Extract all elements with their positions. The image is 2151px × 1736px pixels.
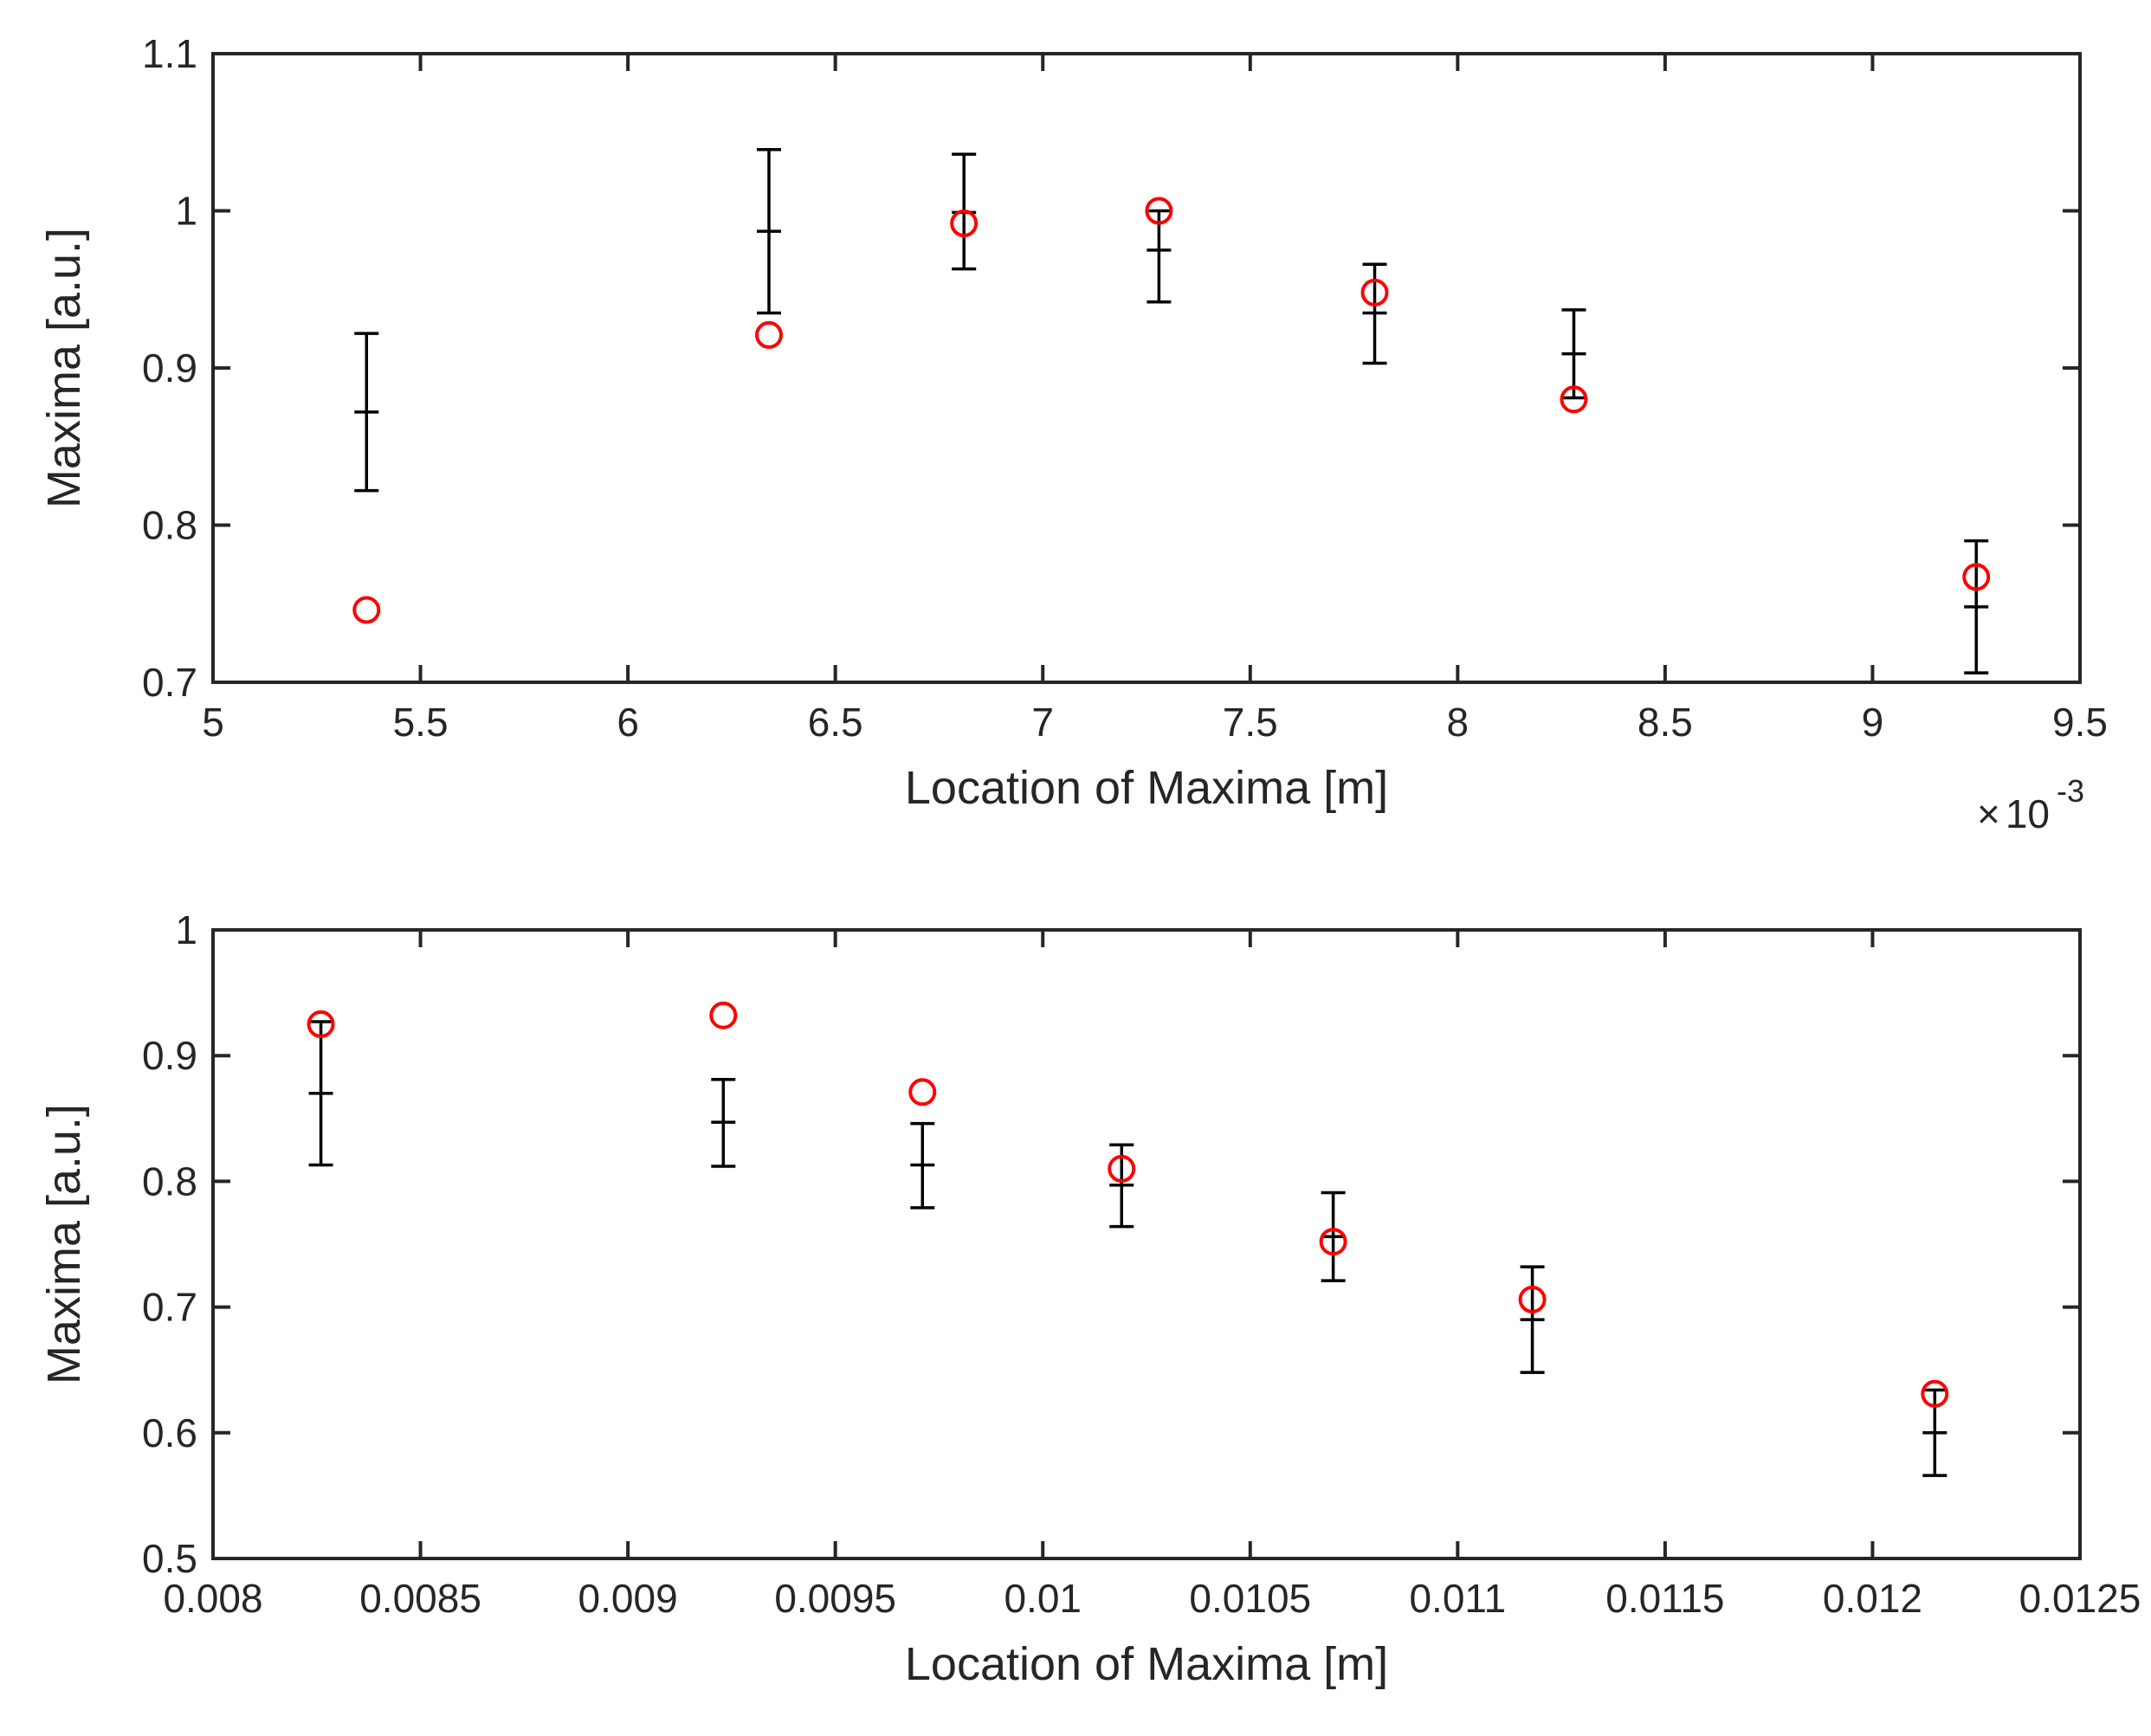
- x-tick-label: 7.5: [1223, 700, 1278, 745]
- error-bar-point: [1964, 539, 1989, 674]
- x-tick-label: 0.01: [1004, 1576, 1082, 1621]
- model-point: [1145, 197, 1173, 225]
- error-bar-point: [711, 1078, 736, 1168]
- x-tick-label: 5.5: [393, 700, 449, 745]
- error-bar-point: [1561, 308, 1586, 400]
- y-axis-label: Maxima [a.u.]: [38, 228, 90, 508]
- model-point: [307, 1010, 335, 1038]
- model-point: [908, 1078, 937, 1107]
- model-point: [1518, 1285, 1547, 1313]
- y-tick-label: 0.9: [142, 345, 197, 390]
- x-tick-label: 0.0125: [2019, 1576, 2141, 1621]
- chart-panel-2: 0.008 0.0085 0.009 0.0095 0.01 0.0105 0.011 0.0…: [38, 907, 2141, 1690]
- plot-area-frame: [211, 52, 2082, 684]
- series-circle: [307, 1001, 1949, 1408]
- model-point: [352, 596, 381, 624]
- x-tick-label: 9: [1862, 700, 1884, 745]
- series-plus: [354, 147, 1989, 674]
- x-tick-label: 6: [617, 700, 639, 745]
- y-tick-label: 0.8: [142, 503, 197, 548]
- x-tick-label: 7: [1031, 700, 1054, 745]
- y-tick-label: 0.8: [142, 1158, 197, 1204]
- model-point: [950, 210, 979, 238]
- x-tick-label: 8: [1447, 700, 1470, 745]
- model-point: [1319, 1228, 1347, 1256]
- plot-area-frame: [211, 928, 2082, 1560]
- x-tick-label: 0.0085: [359, 1576, 481, 1621]
- model-point: [1560, 385, 1588, 414]
- model-point: [709, 1001, 738, 1029]
- x-tick-label: 6.5: [808, 700, 863, 745]
- x-tick-label: 0.0105: [1189, 1576, 1311, 1621]
- model-point: [1921, 1379, 1949, 1408]
- model-point: [1962, 563, 1991, 591]
- error-bar-point: [910, 1121, 935, 1210]
- series-circle: [352, 197, 1991, 624]
- y-tick-label: 0.5: [142, 1536, 197, 1581]
- error-bar-point: [1109, 1143, 1134, 1229]
- x-tick-label: 0.012: [1823, 1576, 1922, 1621]
- x-tick-label: 8.5: [1637, 700, 1693, 745]
- exponent-base: 10: [2006, 791, 2050, 836]
- y-tick-label: 1: [175, 189, 197, 234]
- x-tick-label: 0.0095: [774, 1576, 896, 1621]
- x-tick-label: 5: [202, 700, 224, 745]
- model-point: [1360, 278, 1389, 307]
- y-tick-label: 1.1: [142, 31, 197, 76]
- x-axis-label: Location of Maxima [m]: [905, 762, 1388, 814]
- x-tick-label: 0.0115: [1605, 1576, 1724, 1621]
- y-tick-label: 0.9: [142, 1033, 197, 1078]
- y-tick-label: 1: [175, 907, 197, 952]
- x-tick-label: 9.5: [2052, 700, 2108, 745]
- y-tick-label: 0.6: [142, 1410, 197, 1455]
- error-bar-point: [1147, 209, 1172, 304]
- model-point: [755, 320, 784, 349]
- y-tick-label: 0.7: [142, 660, 197, 705]
- model-point: [1108, 1154, 1136, 1183]
- chart-panel-1: 5 5.5 6 6.5 7 7.5 8 8.5 9 9.5 0.7 0.8 0.9 1 1.1 Locatio…: [38, 31, 2108, 836]
- y-axis-label: Maxima [a.u.]: [38, 1104, 90, 1384]
- error-bar-point: [1321, 1191, 1346, 1282]
- y-tick-label: 0.7: [142, 1285, 197, 1330]
- series-plus: [308, 1020, 1948, 1477]
- x-tick-label: 0.009: [578, 1576, 678, 1621]
- x-axis-label: Location of Maxima [m]: [905, 1638, 1388, 1690]
- error-bar-point: [354, 332, 379, 493]
- x-exponent-label: × 10-3: [1977, 773, 2084, 836]
- x-tick-label: 0.011: [1409, 1576, 1506, 1621]
- exponent-times-sign: ×: [1977, 791, 2000, 836]
- x-tick-label: 0.008: [163, 1576, 262, 1621]
- error-bar-point: [308, 1020, 333, 1167]
- exponent-power: -3: [2057, 773, 2084, 809]
- error-bar-point: [757, 147, 782, 315]
- error-bar-point: [1520, 1265, 1545, 1374]
